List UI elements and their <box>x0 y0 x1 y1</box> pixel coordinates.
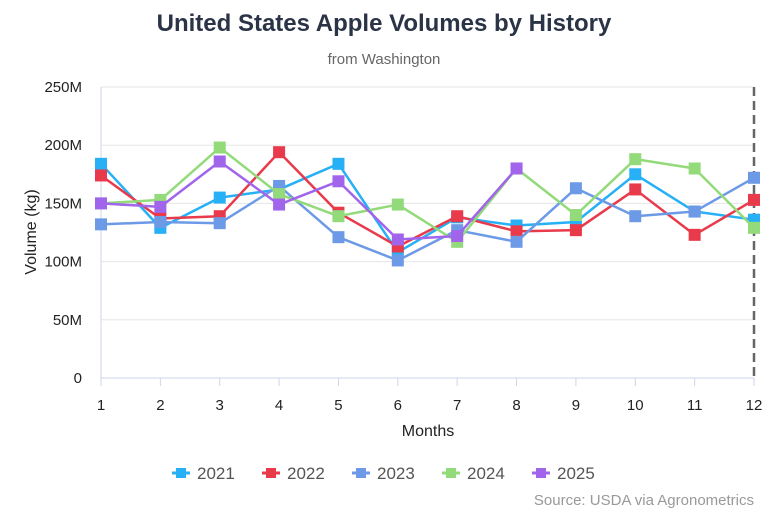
data-point[interactable] <box>332 231 345 244</box>
data-point[interactable] <box>391 198 404 211</box>
data-point[interactable] <box>391 254 404 267</box>
legend-label: 2025 <box>557 464 595 483</box>
data-point[interactable] <box>213 191 226 204</box>
data-point[interactable] <box>748 221 760 234</box>
data-point[interactable] <box>154 200 167 213</box>
legend-label: 2023 <box>377 464 415 483</box>
y-tick-label: 100M <box>44 254 82 271</box>
data-point[interactable] <box>629 168 642 181</box>
x-tick-label: 8 <box>512 397 520 414</box>
chart-subtitle: from Washington <box>328 51 441 68</box>
data-point[interactable] <box>95 218 107 231</box>
data-point[interactable] <box>748 171 760 184</box>
x-tick-label: 3 <box>216 397 224 414</box>
series-line <box>100 150 755 248</box>
legend-item-2021[interactable]: 2021 <box>172 464 235 483</box>
legend-label: 2024 <box>467 464 505 483</box>
series-2025 <box>95 155 523 246</box>
data-point[interactable] <box>213 217 226 230</box>
legend-item-2023[interactable]: 2023 <box>352 464 415 483</box>
series-line <box>100 160 518 241</box>
data-point[interactable] <box>332 157 345 170</box>
series-group <box>95 141 760 267</box>
legend-marker-icon <box>176 468 186 478</box>
x-tick-label: 9 <box>572 397 580 414</box>
legend-marker-icon <box>536 468 546 478</box>
data-point[interactable] <box>391 233 404 246</box>
legend: 2021 2022 2023 2024 2025 <box>172 464 595 483</box>
data-point[interactable] <box>688 162 701 175</box>
data-point[interactable] <box>629 183 642 196</box>
x-tick-label: 7 <box>453 397 461 414</box>
legend-label: 2022 <box>287 464 325 483</box>
data-point[interactable] <box>569 182 582 195</box>
data-point[interactable] <box>273 146 286 159</box>
data-point[interactable] <box>332 210 345 223</box>
data-point[interactable] <box>451 229 464 242</box>
data-point[interactable] <box>748 193 760 206</box>
series-2023 <box>95 171 760 267</box>
legend-item-2022[interactable]: 2022 <box>262 464 325 483</box>
data-point[interactable] <box>510 225 523 238</box>
x-tick-label: 2 <box>156 397 164 414</box>
legend-marker-icon <box>356 468 366 478</box>
data-point[interactable] <box>629 153 642 166</box>
data-point[interactable] <box>213 141 226 154</box>
source-credit: Source: USDA via Agronometrics <box>534 492 754 509</box>
data-point[interactable] <box>451 210 464 223</box>
chart-title: United States Apple Volumes by History <box>157 10 612 37</box>
x-tick-label: 6 <box>394 397 402 414</box>
legend-label: 2021 <box>197 464 235 483</box>
data-point[interactable] <box>95 157 107 170</box>
x-tick-label: 11 <box>687 397 703 414</box>
data-point[interactable] <box>273 198 286 211</box>
legend-marker-icon <box>266 468 276 478</box>
data-point[interactable] <box>629 210 642 223</box>
data-point[interactable] <box>154 216 167 229</box>
data-point[interactable] <box>569 209 582 222</box>
x-tick-label: 4 <box>275 397 283 414</box>
y-axis: 0 50M 100M 150M 200M 250M <box>44 79 82 387</box>
data-point[interactable] <box>95 169 107 182</box>
data-point[interactable] <box>510 162 523 175</box>
data-point[interactable] <box>510 235 523 248</box>
y-tick-label: 50M <box>53 312 82 329</box>
y-tick-label: 150M <box>44 195 82 212</box>
y-tick-label: 250M <box>44 79 82 96</box>
legend-marker-icon <box>446 468 456 478</box>
data-point[interactable] <box>95 197 107 210</box>
y-tick-label: 200M <box>44 137 82 154</box>
x-tick-label: 5 <box>334 397 342 414</box>
y-axis-label: Volume (kg) <box>23 189 40 274</box>
series-line <box>100 176 755 262</box>
legend-item-2025[interactable]: 2025 <box>532 464 595 483</box>
data-point[interactable] <box>273 188 286 201</box>
legend-item-2024[interactable]: 2024 <box>442 464 505 483</box>
data-point[interactable] <box>688 228 701 241</box>
data-point[interactable] <box>332 175 345 188</box>
x-axis: 1 2 3 4 5 6 7 8 9 10 11 12 <box>97 378 763 414</box>
x-tick-label: 1 <box>97 397 105 414</box>
data-point[interactable] <box>213 155 226 168</box>
x-tick-label: 10 <box>627 397 644 414</box>
data-point[interactable] <box>569 224 582 237</box>
data-point[interactable] <box>688 205 701 218</box>
series-line <box>100 162 755 254</box>
series-line <box>100 146 755 244</box>
x-axis-label: Months <box>402 423 454 440</box>
y-tick-label: 0 <box>74 370 82 387</box>
x-tick-label: 12 <box>746 397 763 414</box>
